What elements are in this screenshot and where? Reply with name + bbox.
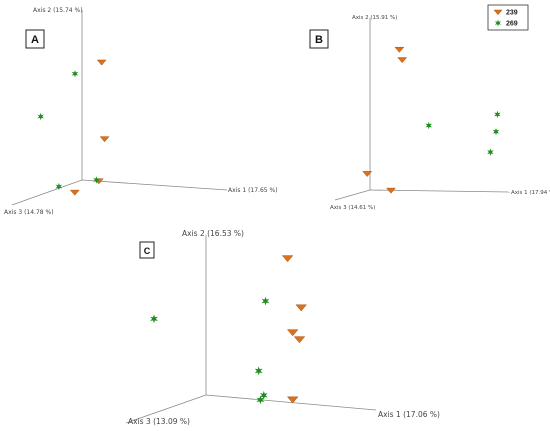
series-269 [37, 69, 100, 191]
panel-c: Axis 1 (17.06 %) Axis 2 (16.53 %) Axis 3 (… [125, 229, 440, 426]
panel-label-text: B [315, 34, 323, 46]
data-point-239 [397, 57, 408, 64]
y-axis-label: Axis 2 (15.74 %) [33, 7, 83, 14]
panel-label-text: C [144, 246, 151, 256]
panel-label-box [309, 29, 329, 49]
panel-label-text: A [31, 34, 39, 46]
z-axis-line [334, 189, 371, 201]
data-point-239 [293, 336, 306, 344]
data-point-239 [295, 304, 308, 312]
z-axis-label: Axis 3 (13.09 %) [128, 417, 190, 426]
z-axis-label: Axis 3 (14.61 %) [330, 205, 375, 211]
axes-c: Axis 1 (17.06 %) Axis 2 (16.53 %) Axis 3 (… [125, 229, 440, 426]
series-239 [281, 255, 308, 404]
legend-label: 269 [506, 21, 518, 28]
series-269 [150, 296, 270, 405]
x-axis-label: Axis 1 (17.94 %) [511, 190, 550, 196]
star-icon [494, 19, 502, 27]
data-point-239 [394, 46, 405, 53]
x-axis-line [81, 179, 228, 191]
legend-label: 239 [506, 10, 518, 17]
data-point-239 [99, 136, 110, 143]
data-point-269 [492, 127, 500, 136]
data-point-269 [150, 314, 158, 324]
data-point-269 [93, 176, 100, 184]
data-point-269 [494, 110, 501, 119]
panel-label-b: B [309, 29, 329, 49]
y-axis-label: Axis 2 (16.53 %) [182, 229, 244, 238]
z-axis-line [11, 179, 83, 206]
panel-b: Axis 1 (17.94 %) Axis 2 (15.91 %) Axis 3 (… [309, 15, 550, 211]
data-point-269 [259, 390, 268, 400]
series-269 [425, 110, 501, 156]
panel-label-box [139, 241, 155, 259]
data-point-269 [261, 296, 270, 306]
data-point-239 [96, 59, 107, 66]
z-axis-line [125, 394, 207, 424]
axes-b: Axis 1 (17.94 %) Axis 2 (15.91 %) Axis 3 (… [330, 15, 550, 211]
legend-item-269: 269 [494, 19, 518, 28]
data-point-269 [256, 395, 265, 405]
legend-item-239: 239 [493, 9, 518, 17]
x-axis-label: Axis 1 (17.65 %) [228, 187, 278, 194]
panel-label-a: A [25, 29, 45, 49]
panel-a: Axis 1 (17.65 %) Axis 2 (15.74 %) Axis 3 (… [4, 7, 278, 216]
data-point-239 [69, 189, 80, 196]
x-axis-label: Axis 1 (17.06 %) [378, 410, 440, 419]
data-point-239 [286, 396, 299, 404]
data-point-239 [281, 255, 294, 263]
z-axis-label: Axis 3 (14.78 %) [4, 209, 54, 216]
data-point-269 [37, 112, 44, 121]
data-point-269 [71, 69, 79, 78]
series-239 [362, 46, 408, 194]
series-239 [69, 59, 110, 196]
down-triangle-icon [493, 9, 503, 16]
legend: 239 269 [487, 4, 529, 31]
data-point-269 [425, 121, 433, 130]
data-point-239 [286, 329, 299, 337]
panel-label-c: C [139, 241, 155, 259]
data-point-269 [55, 182, 63, 191]
axes-a: Axis 1 (17.65 %) Axis 2 (15.74 %) Axis 3 (… [4, 7, 278, 216]
panel-label-box [25, 29, 45, 49]
data-point-239 [386, 187, 396, 194]
legend-box [487, 4, 529, 31]
y-axis-label: Axis 2 (15.91 %) [352, 15, 397, 21]
data-point-269 [254, 366, 263, 376]
data-point-239 [362, 171, 373, 177]
data-point-269 [487, 148, 494, 156]
x-axis-line [205, 394, 377, 411]
